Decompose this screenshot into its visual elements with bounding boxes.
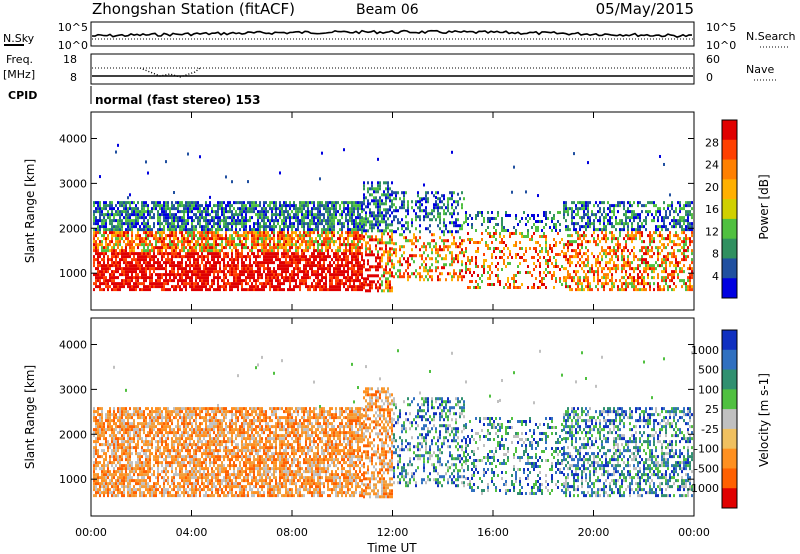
velocity-colorbar: 1000 500 100 25 -25 -100 -500 -1000 xyxy=(687,329,738,509)
freq-top-tick: 18 xyxy=(63,53,77,66)
nsearch-label: N.Search xyxy=(746,30,796,43)
xaxis-label: Time UT xyxy=(366,541,417,554)
colorbar-swatch xyxy=(722,139,737,161)
cpid-text: normal (fast stereo) 153 xyxy=(95,93,261,107)
colorbar-frame xyxy=(721,329,738,509)
cpid-panel: CPID normal (fast stereo) 153 xyxy=(8,86,261,107)
colorbar-swatch xyxy=(722,199,737,220)
colorbar-swatch xyxy=(722,120,737,141)
colorbar-tick-label: 4 xyxy=(712,270,719,283)
y-tick-label: 2000 xyxy=(59,428,87,441)
freq-bottom-tick: 8 xyxy=(70,71,77,84)
colorbar-tick-label: 1000 xyxy=(691,344,719,357)
nsky-panel: N.Sky 10^5 10^0 10^5 10^0 N.Search xyxy=(3,21,796,52)
velocity-x-ticks: 00:00 04:00 08:00 12:00 16:00 20:00 00:00 xyxy=(75,318,710,539)
y-tick-label: 3000 xyxy=(59,177,87,190)
nsky-bottom-tick: 10^0 xyxy=(58,39,88,52)
power-colorbar-label: Power [dB] xyxy=(757,174,771,239)
colorbar-swatch xyxy=(722,258,737,279)
y-tick-label: 4000 xyxy=(59,338,87,351)
colorbar-tick-label: 12 xyxy=(705,225,719,238)
power-data-cells xyxy=(93,143,693,293)
colorbar-swatch xyxy=(722,409,737,430)
colorbar-swatch xyxy=(722,218,737,240)
colorbar-swatch xyxy=(722,468,737,489)
colorbar-tick-label: 20 xyxy=(705,181,719,194)
colorbar-tick-label: 8 xyxy=(712,248,719,261)
colorbar-swatch xyxy=(722,389,737,410)
velocity-colorbar-label: Velocity [m s-1] xyxy=(757,373,771,467)
freq-panel: Freq. [MHz] 18 8 60 0 Nave xyxy=(3,53,778,85)
x-tick-label: 00:00 xyxy=(678,526,710,539)
velocity-ylabel: Slant Range [km] xyxy=(23,365,37,469)
colorbar-frame xyxy=(721,119,738,299)
colorbar-tick-label: -1000 xyxy=(687,482,719,495)
colorbar-tick-label: 500 xyxy=(698,364,719,377)
x-tick-label: 12:00 xyxy=(377,526,409,539)
x-tick-label: 08:00 xyxy=(276,526,308,539)
y-tick-label: 1000 xyxy=(59,473,87,486)
colorbar-swatch xyxy=(722,488,737,509)
power-panel: 1000 2000 3000 4000 Slant Range [km] 28 24 20… xyxy=(23,111,771,311)
velocity-panel: 1000 2000 3000 4000 00:00 04:00 08:00 12:00 16:… xyxy=(23,317,771,539)
y-tick-label: 4000 xyxy=(59,132,87,145)
colorbar-tick-label: 25 xyxy=(705,403,719,416)
colorbar-tick-label: -100 xyxy=(694,443,719,456)
y-tick-label: 1000 xyxy=(59,267,87,280)
velocity-y-ticks: 1000 2000 3000 4000 xyxy=(59,338,694,486)
colorbar-tick-label: -25 xyxy=(701,423,719,436)
nsky-line xyxy=(91,29,693,38)
x-tick-label: 20:00 xyxy=(578,526,610,539)
colorbar-tick-label: -500 xyxy=(694,462,719,475)
colorbar-tick-label: 16 xyxy=(705,203,719,216)
nsearch-top-tick: 10^5 xyxy=(706,21,736,34)
colorbar-swatch xyxy=(722,278,737,299)
colorbar-swatch xyxy=(722,349,737,371)
x-tick-label: 16:00 xyxy=(477,526,509,539)
nsky-label: N.Sky xyxy=(3,32,35,45)
colorbar-swatch xyxy=(722,330,737,351)
colorbar-swatch xyxy=(722,238,737,259)
nave-top-tick: 60 xyxy=(706,53,720,66)
y-tick-label: 2000 xyxy=(59,222,87,235)
power-y-ticks: 1000 2000 3000 4000 xyxy=(59,132,694,280)
y-tick-label: 3000 xyxy=(59,383,87,396)
date-label: 05/May/2015 xyxy=(596,0,694,18)
velocity-data-cells xyxy=(93,349,693,499)
colorbar-tick-label: 24 xyxy=(705,159,719,172)
colorbar-swatch xyxy=(722,448,737,469)
nave-bottom-tick: 0 xyxy=(706,71,713,84)
power-x-ticks xyxy=(90,112,695,310)
nave-label: Nave xyxy=(746,63,774,76)
colorbar-swatch xyxy=(722,179,737,200)
beam-label: Beam 06 xyxy=(356,2,419,18)
colorbar-tick-label: 28 xyxy=(705,136,719,149)
colorbar-swatch xyxy=(722,159,737,180)
freq-label-line2: [MHz] xyxy=(3,68,35,81)
nsky-frame xyxy=(90,21,695,47)
nave-dip xyxy=(139,67,201,78)
freq-frame xyxy=(90,53,695,85)
power-colorbar: 28 24 20 16 12 8 4 xyxy=(705,119,738,299)
x-tick-label: 04:00 xyxy=(176,526,208,539)
cpid-label: CPID xyxy=(8,89,37,102)
colorbar-swatch xyxy=(722,428,737,450)
nsky-top-tick: 10^5 xyxy=(58,21,88,34)
colorbar-tick-label: 100 xyxy=(698,383,719,396)
nsearch-bottom-tick: 10^0 xyxy=(706,39,736,52)
freq-label-line1: Freq. xyxy=(6,53,33,66)
station-title: Zhongshan Station (fitACF) xyxy=(92,0,295,18)
colorbar-swatch xyxy=(722,369,737,390)
x-tick-label: 00:00 xyxy=(75,526,107,539)
power-ylabel: Slant Range [km] xyxy=(23,159,37,263)
